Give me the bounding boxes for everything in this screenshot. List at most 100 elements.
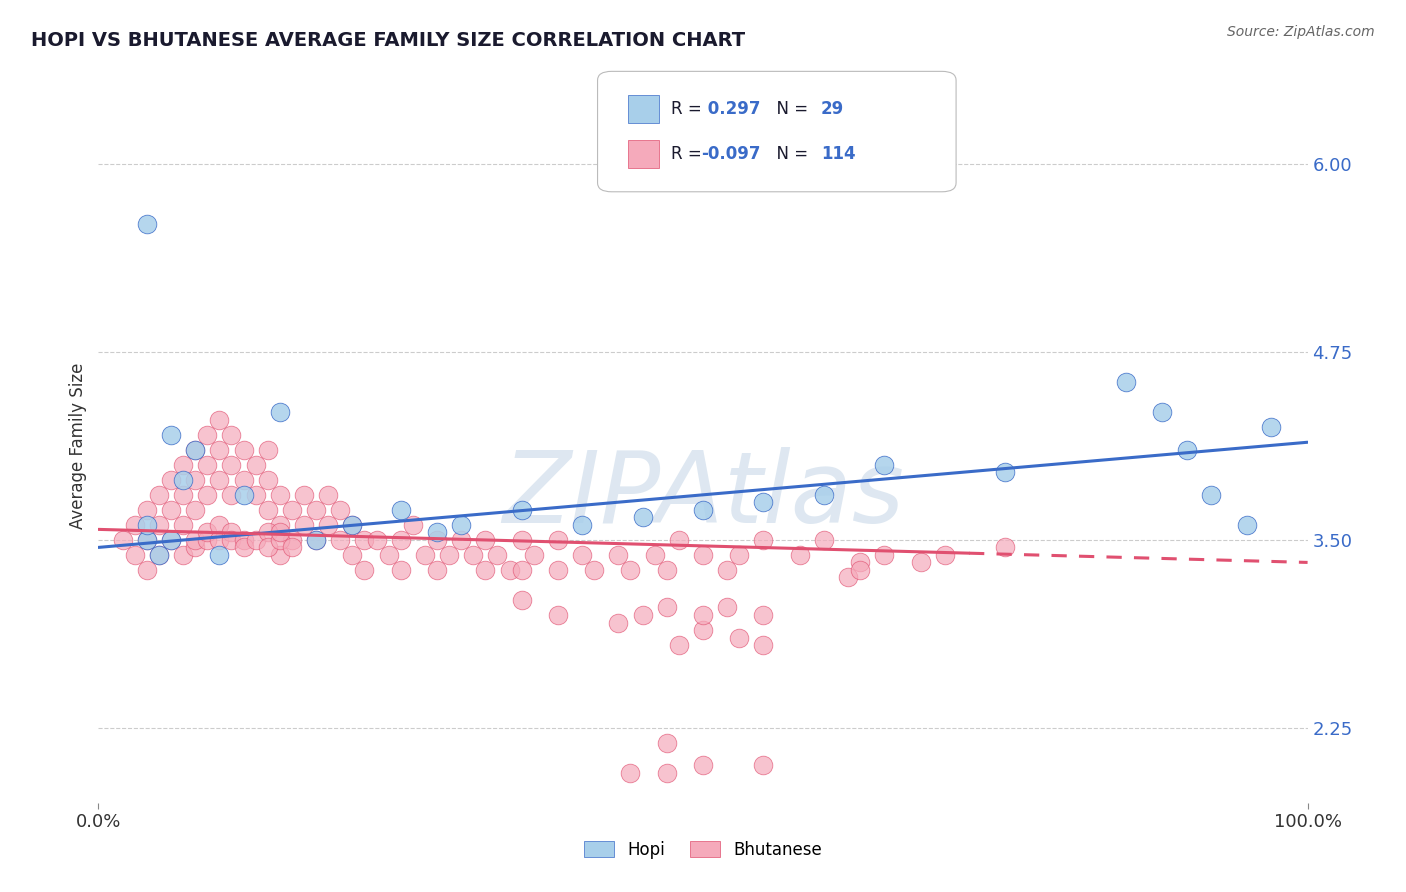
Point — [292, 488, 315, 502]
Point — [184, 503, 207, 517]
Text: Source: ZipAtlas.com: Source: ZipAtlas.com — [1227, 25, 1375, 39]
Point — [1260, 420, 1282, 434]
Point — [402, 517, 425, 532]
Point — [716, 563, 738, 577]
Point — [413, 548, 436, 562]
Point — [292, 517, 315, 532]
Point — [437, 548, 460, 562]
Point — [1152, 405, 1174, 419]
Point — [389, 563, 412, 577]
Point — [208, 517, 231, 532]
Point — [813, 533, 835, 547]
Point — [547, 533, 569, 547]
Point — [135, 218, 157, 232]
Point — [195, 525, 218, 540]
Point — [245, 488, 267, 502]
Point — [269, 525, 291, 540]
Point — [305, 533, 328, 547]
Point — [232, 541, 254, 555]
Point — [135, 517, 157, 532]
Point — [135, 533, 157, 547]
Point — [607, 548, 630, 562]
Point — [934, 548, 956, 562]
Point — [789, 548, 811, 562]
Point — [148, 517, 170, 532]
Point — [195, 458, 218, 472]
Point — [486, 548, 509, 562]
Point — [245, 458, 267, 472]
Point — [256, 541, 278, 555]
Point — [692, 503, 714, 517]
Point — [655, 765, 678, 780]
Point — [1175, 442, 1198, 457]
Point — [305, 503, 328, 517]
Point — [148, 488, 170, 502]
Point — [353, 533, 375, 547]
Point — [184, 533, 207, 547]
Point — [849, 556, 872, 570]
Point — [281, 541, 304, 555]
Point — [148, 548, 170, 562]
Point — [329, 533, 352, 547]
Point — [316, 488, 339, 502]
Point — [426, 533, 449, 547]
Y-axis label: Average Family Size: Average Family Size — [69, 363, 87, 529]
Point — [232, 488, 254, 502]
Point — [994, 541, 1017, 555]
Point — [208, 442, 231, 457]
Point — [245, 533, 267, 547]
Point — [172, 517, 194, 532]
Point — [752, 533, 775, 547]
Text: 29: 29 — [821, 100, 845, 118]
Point — [426, 563, 449, 577]
Point — [910, 556, 932, 570]
Point — [366, 533, 388, 547]
Point — [184, 541, 207, 555]
Point — [172, 473, 194, 487]
Point — [644, 548, 666, 562]
Point — [377, 548, 399, 562]
Point — [655, 736, 678, 750]
Point — [631, 510, 654, 524]
Point — [353, 563, 375, 577]
Point — [463, 548, 485, 562]
Text: 114: 114 — [821, 145, 856, 163]
Point — [172, 458, 194, 472]
Point — [752, 607, 775, 622]
Point — [124, 517, 146, 532]
Point — [607, 615, 630, 630]
Text: N =: N = — [766, 145, 814, 163]
Point — [619, 563, 641, 577]
Point — [510, 593, 533, 607]
Point — [692, 623, 714, 637]
Point — [1199, 488, 1222, 502]
Point — [389, 503, 412, 517]
Point — [450, 517, 472, 532]
Point — [221, 488, 243, 502]
Point — [135, 563, 157, 577]
Point — [668, 638, 690, 652]
Point — [655, 563, 678, 577]
Point — [269, 533, 291, 547]
Point — [208, 548, 231, 562]
Text: -0.097: -0.097 — [702, 145, 761, 163]
Point — [342, 517, 364, 532]
Point — [873, 458, 896, 472]
Point — [148, 548, 170, 562]
Point — [281, 503, 304, 517]
Point — [510, 533, 533, 547]
Point — [195, 533, 218, 547]
Point — [221, 427, 243, 442]
Point — [474, 533, 496, 547]
Point — [692, 607, 714, 622]
Point — [1115, 375, 1137, 389]
Text: R =: R = — [671, 145, 707, 163]
Point — [619, 765, 641, 780]
Point — [221, 525, 243, 540]
Point — [668, 533, 690, 547]
Point — [256, 525, 278, 540]
Point — [256, 503, 278, 517]
Point — [692, 758, 714, 772]
Point — [208, 533, 231, 547]
Point — [232, 533, 254, 547]
